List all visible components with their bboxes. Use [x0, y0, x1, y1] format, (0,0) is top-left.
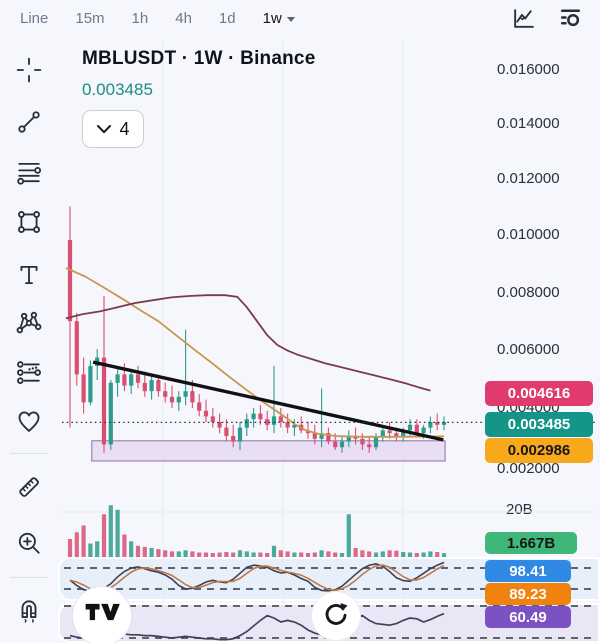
favorites-heart-icon[interactable] [15, 408, 43, 436]
rsi-badge: 60.49 [485, 606, 571, 628]
chevron-down-icon [286, 16, 295, 22]
tab-1d[interactable]: 1d [218, 9, 236, 27]
rectangle-tool-icon[interactable] [15, 208, 43, 236]
chart-type-line-button[interactable]: Line [20, 9, 49, 27]
tradingview-logo-button[interactable] [72, 586, 132, 643]
symbol-title: MBLUSDT · 1W · Binance [82, 48, 316, 69]
crosshair-icon[interactable] [15, 56, 43, 84]
price-axis-label: 0.010000 [497, 226, 560, 243]
symbol-last-price: 0.003485 [82, 80, 153, 99]
tab-4h[interactable]: 4h [175, 9, 192, 27]
tradingview-logo-icon [85, 603, 120, 621]
ma-slow-price-badge: 0.004616 [485, 381, 593, 406]
line-chart-icon[interactable] [510, 5, 537, 32]
selected-timeframe-label: 1w [262, 9, 282, 27]
chevron-down-icon [97, 125, 112, 134]
magnet-icon[interactable] [15, 596, 43, 624]
stoch-k-badge: 98.41 [485, 560, 571, 582]
stoch-d-badge: 89.23 [485, 583, 571, 605]
trend-line-tool-icon[interactable] [15, 108, 43, 136]
text-tool-icon[interactable] [15, 261, 43, 289]
forecast-tool-icon[interactable] [15, 358, 43, 386]
price-axis-label: 0.014000 [497, 115, 560, 132]
price-axis-label: 0.016000 [497, 61, 560, 78]
last-price-badge: 0.003485 [485, 412, 593, 437]
timeframe-row: Line 15m 1h 4h 1d 1w [0, 10, 295, 27]
refresh-button[interactable] [311, 591, 361, 641]
price-axis-label: 0.002000 [497, 460, 560, 477]
legend-collapsed-count: 4 [119, 118, 130, 139]
topbar: Line 15m 1h 4h 1d 1w [0, 0, 600, 36]
zoom-in-icon[interactable] [15, 529, 43, 557]
fib-retracement-icon[interactable] [15, 158, 43, 186]
volume-value-badge: 1.667B [485, 532, 577, 554]
price-axis-label: 0.008000 [497, 284, 560, 301]
drawing-toolbar [0, 36, 58, 643]
tab-15m[interactable]: 15m [75, 9, 105, 27]
indicator-settings-icon[interactable] [557, 5, 584, 32]
tab-1w-selected[interactable]: 1w [263, 10, 295, 27]
price-axis-label: 0.012000 [497, 170, 560, 187]
volume-axis-label: 20B [506, 501, 533, 518]
refresh-icon [325, 603, 348, 625]
topbar-icons [510, 5, 584, 32]
toolbar-divider [10, 453, 48, 454]
legend-collapse-button[interactable]: 4 [82, 110, 144, 148]
ma-fast-price-badge: 0.002986 [485, 438, 593, 463]
xabcd-pattern-icon[interactable] [15, 308, 43, 336]
tab-1h[interactable]: 1h [131, 9, 149, 27]
toolbar-divider [10, 577, 48, 578]
price-axis-label: 0.006000 [497, 341, 560, 358]
measure-ruler-icon[interactable] [15, 473, 43, 501]
